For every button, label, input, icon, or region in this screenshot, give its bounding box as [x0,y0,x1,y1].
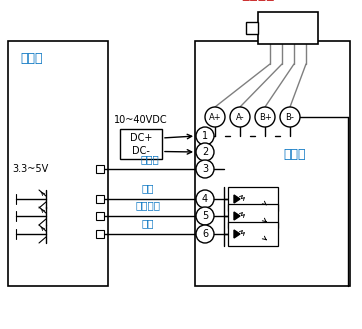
Text: 方向: 方向 [142,183,154,193]
Text: DC-: DC- [132,146,150,157]
Bar [96,195,104,203]
Text: B-: B- [286,113,294,121]
Circle shape [196,190,214,208]
Text: 步进电机: 步进电机 [241,0,275,1]
Text: 共阳极: 共阳极 [140,154,159,164]
Circle shape [196,143,214,161]
Text: DC+: DC+ [130,133,152,143]
Text: 3: 3 [202,164,208,174]
Polygon shape [234,195,240,203]
Text: 脱机: 脱机 [142,218,154,228]
Text: 2: 2 [202,147,208,157]
Text: 步进脉冲: 步进脉冲 [135,200,160,210]
Text: A+: A+ [209,113,221,121]
Bar [120,129,162,159]
Circle shape [280,107,300,127]
Circle shape [196,225,214,243]
Text: A-: A- [236,113,244,121]
Circle shape [255,107,275,127]
Text: 10~40VDC: 10~40VDC [114,115,168,125]
Circle shape [230,107,250,127]
Text: 6: 6 [202,229,208,239]
Circle shape [196,127,214,145]
Polygon shape [234,230,240,238]
Text: 驱动器: 驱动器 [284,147,306,161]
Bar [228,204,278,228]
Bar [228,187,278,211]
Text: 1: 1 [202,131,208,141]
Text: 用户机: 用户机 [21,53,43,65]
Text: B+: B+ [258,113,272,121]
Circle shape [205,107,225,127]
Circle shape [196,207,214,225]
Bar [8,41,108,286]
Bar [258,12,318,44]
Bar [246,22,258,34]
Bar [195,41,350,286]
Text: 5: 5 [202,211,208,221]
Bar [228,222,278,246]
Bar [96,212,104,220]
Text: 4: 4 [202,194,208,204]
Text: 3.3~5V: 3.3~5V [12,164,48,174]
Polygon shape [234,212,240,220]
Bar [96,230,104,238]
Bar [96,165,104,173]
Circle shape [196,160,214,178]
